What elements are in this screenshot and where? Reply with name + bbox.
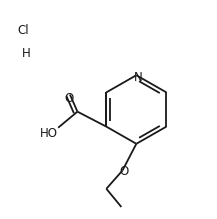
- Text: Cl: Cl: [17, 24, 29, 37]
- Text: H: H: [22, 47, 30, 60]
- Text: HO: HO: [40, 127, 58, 140]
- Text: N: N: [134, 71, 142, 83]
- Text: O: O: [64, 92, 74, 105]
- Text: O: O: [119, 165, 128, 178]
